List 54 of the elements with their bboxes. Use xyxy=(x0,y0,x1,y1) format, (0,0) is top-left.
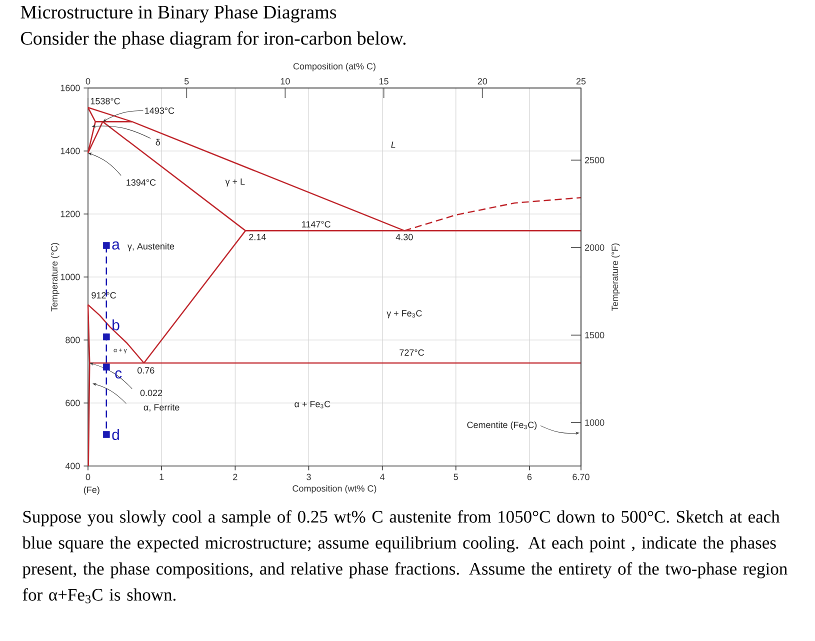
x2-tick-label: 20 xyxy=(478,78,488,84)
x-tick-label: 1 xyxy=(160,474,164,480)
y-tick-label: 800 xyxy=(66,336,80,344)
annotation: 1394°C xyxy=(126,179,156,186)
y-tick-label: 1600 xyxy=(60,84,80,92)
x2-tick-label: 5 xyxy=(184,78,189,84)
annotation: 1538°C xyxy=(90,98,120,104)
annotation: 0.022 xyxy=(140,390,162,396)
x-tick-label: 5 xyxy=(454,474,458,480)
y-tick-label: 1400 xyxy=(60,148,80,154)
y2-tick-label: 1500 xyxy=(585,332,604,338)
annotation: γ + Fe$_{3}$C xyxy=(386,310,422,318)
chart-title: Microstructure in Binary Phase Diagrams xyxy=(20,5,336,22)
annotation: δ xyxy=(156,138,160,146)
y-tick-label: 1200 xyxy=(60,210,80,218)
x2-tick-label: 0 xyxy=(86,78,90,84)
y2-tick-label: 1000 xyxy=(585,419,604,426)
x-tick-label: 6.70 xyxy=(572,474,590,480)
annotation: 4.30 xyxy=(396,234,413,240)
x-tick-label: 0 xyxy=(86,474,90,480)
annotation: Cementite (Fe$_{3}$C) xyxy=(467,421,537,430)
annotation: α + Fe$_{3}$C xyxy=(294,400,330,408)
x-tick-label: 4 xyxy=(380,474,385,480)
x2-axis-title: Composition (at% C) xyxy=(293,62,376,72)
y2-axis-title: Temperature (°F) xyxy=(611,243,620,311)
x2-tick-label: 15 xyxy=(379,78,388,84)
annotation: L xyxy=(391,142,396,148)
annotation: d xyxy=(112,428,119,440)
annotation: b xyxy=(112,319,120,330)
x-axis-title: Composition (wt% C) xyxy=(292,485,376,494)
annotation: 1147°C xyxy=(302,221,330,228)
annotation: 0.76 xyxy=(138,367,154,374)
annotation: γ, Austenite xyxy=(127,242,174,252)
annotation: a xyxy=(112,241,120,250)
y-tick-label: 1000 xyxy=(60,274,80,280)
x2-tick-label: 10 xyxy=(280,78,290,84)
x-tick-label: 6 xyxy=(527,474,532,480)
y-tick-label: 600 xyxy=(66,400,80,406)
annotation: 912°C xyxy=(92,292,116,299)
text: (Fe) xyxy=(84,486,100,495)
annotation: α, Ferrite xyxy=(144,404,180,412)
annotation: 1493°C xyxy=(145,107,174,114)
text: Suppose you slowly cool a sample of 0.25 wt% C austenite from 1050°C down to 500°C. Sketch at each blue square the expected microstructure; assume equilibrium cooling. At each point , indicate the phases present, the phase compositions, and relative phase fractions. Assume the entirety of the two-phase region for α+Fe$_{3}$C is shown. xyxy=(22,510,788,604)
annotation: 727°C xyxy=(400,349,424,356)
y2-tick-label: 2000 xyxy=(584,244,604,251)
chart-subtitle: Consider the phase diagram for iron-carbon below. xyxy=(20,31,406,49)
annotation: 2.14 xyxy=(249,234,266,240)
x-tick-label: 2 xyxy=(233,474,238,480)
x2-tick-label: 25 xyxy=(576,78,586,84)
annotation: γ + L xyxy=(225,178,245,187)
x-tick-label: 3 xyxy=(306,474,311,480)
y-axis-title: Temperature (°C) xyxy=(50,243,60,312)
y2-tick-label: 2500 xyxy=(584,156,604,164)
y-tick-label: 400 xyxy=(65,462,80,470)
